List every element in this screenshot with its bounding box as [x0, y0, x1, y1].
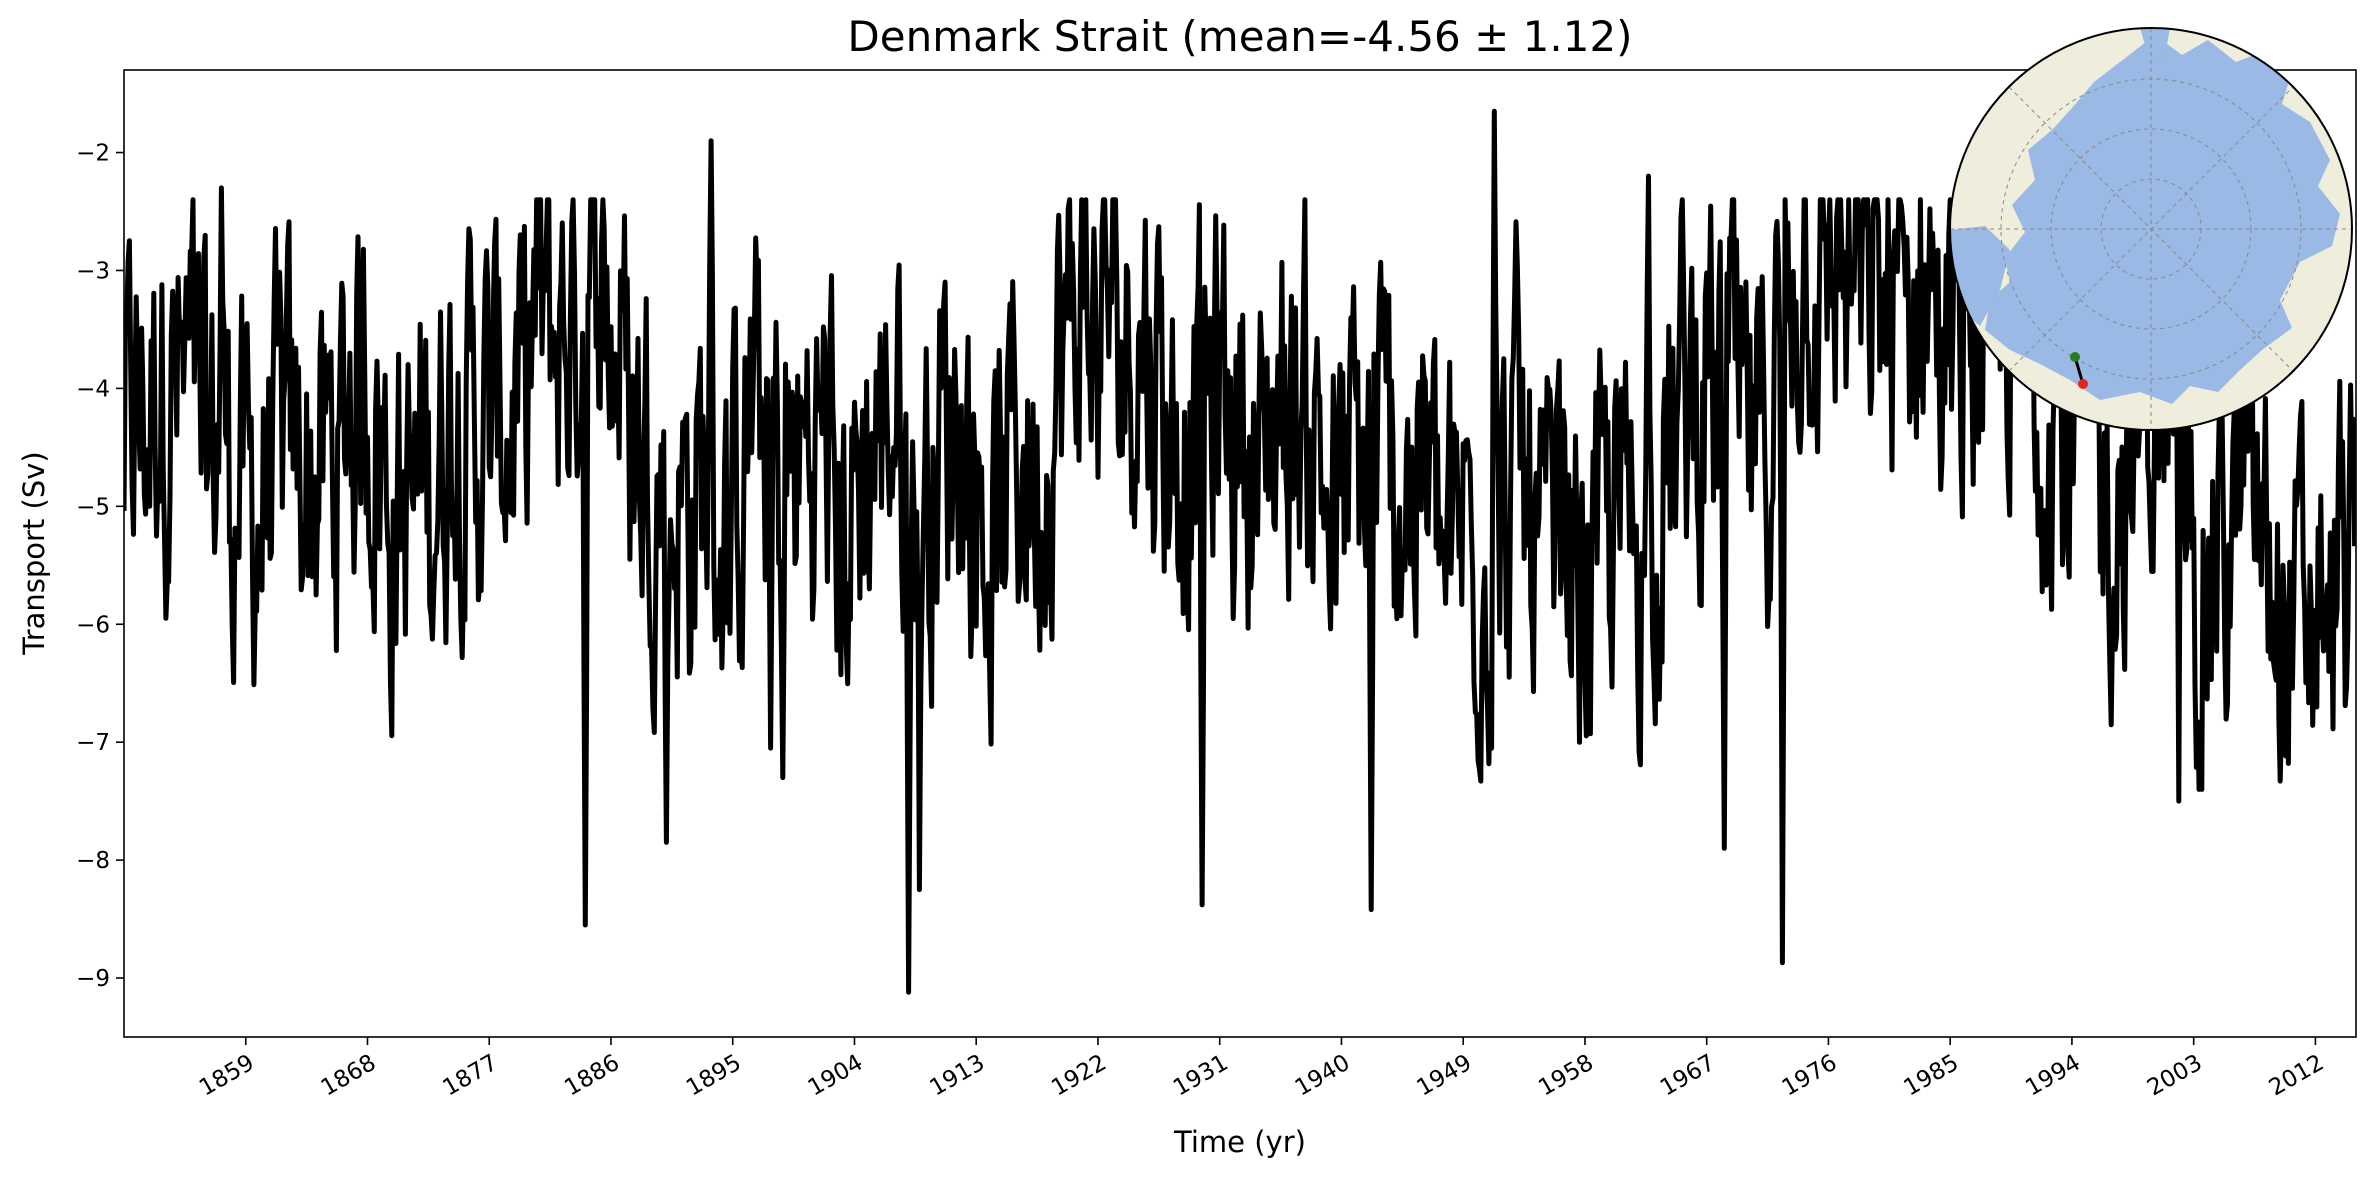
x-tick-label: 1994	[2021, 1050, 2085, 1102]
map-ocean-north	[2140, 28, 2170, 62]
plot-frame	[123, 69, 2357, 1038]
x-tick-label: 1904	[804, 1050, 868, 1102]
y-tick-label: −2	[76, 141, 110, 167]
inset-map	[1949, 27, 2353, 431]
chart-title: Denmark Strait (mean=-4.56 ± 1.12)	[847, 12, 1632, 61]
y-tick-label: −8	[76, 848, 110, 874]
y-tick-label: −3	[76, 258, 110, 284]
x-axis-label: Time (yr)	[1173, 1125, 1306, 1159]
y-tick-label: −6	[76, 612, 110, 638]
series-line-layer	[124, 108, 2356, 995]
x-tick-label: 1886	[560, 1050, 624, 1102]
x-tick-label: 1859	[195, 1050, 259, 1102]
x-tick-label: 1976	[1778, 1050, 1842, 1102]
x-tick-label: 1913	[926, 1050, 990, 1102]
x-axis: 1859 1868 1877 1886 1895 1904 1913 1922 1931 1940…	[195, 1037, 2328, 1101]
y-axis-label: Transport (Sv)	[17, 451, 51, 656]
section-end-marker	[2078, 379, 2088, 389]
series-line	[124, 108, 2356, 995]
y-tick-label: −7	[76, 730, 110, 756]
x-tick-label: 2003	[2143, 1050, 2207, 1102]
x-tick-label: 1958	[1534, 1050, 1598, 1102]
x-tick-label: 2012	[2265, 1050, 2329, 1102]
map-border	[1949, 27, 2353, 431]
x-tick-label: 1868	[317, 1050, 381, 1102]
x-tick-label: 1940	[1291, 1050, 1355, 1102]
section-start-marker	[2070, 352, 2080, 362]
x-tick-label: 1967	[1656, 1050, 1720, 1102]
y-tick-label: −9	[76, 966, 110, 992]
y-tick-label: −5	[76, 494, 110, 520]
y-axis: −2 −3 −4 −5 −6 −7 −8 −9	[76, 141, 124, 992]
map-ocean	[1985, 35, 2340, 404]
map-graticule	[1950, 28, 2352, 430]
x-tick-label: 1922	[1047, 1050, 1111, 1102]
y-tick-label: −4	[76, 376, 110, 402]
x-tick-label: 1931	[1169, 1050, 1233, 1102]
x-tick-label: 1985	[1899, 1050, 1963, 1102]
x-tick-label: 1895	[682, 1050, 746, 1102]
x-tick-label: 1949	[1412, 1050, 1476, 1102]
x-tick-label: 1877	[439, 1050, 503, 1102]
